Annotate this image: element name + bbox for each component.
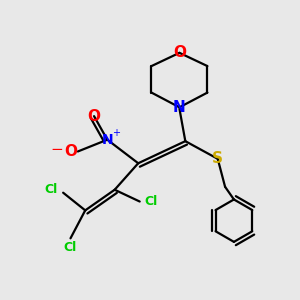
- Text: S: S: [212, 151, 223, 166]
- Text: N: N: [101, 133, 113, 147]
- Text: N: N: [173, 100, 186, 115]
- Text: O: O: [64, 144, 77, 159]
- Text: +: +: [112, 128, 119, 138]
- Text: −: −: [50, 142, 63, 158]
- Text: Cl: Cl: [44, 183, 57, 196]
- Text: Cl: Cl: [144, 195, 158, 208]
- Text: O: O: [88, 109, 100, 124]
- Text: Cl: Cl: [64, 241, 77, 254]
- Text: O: O: [173, 45, 186, 60]
